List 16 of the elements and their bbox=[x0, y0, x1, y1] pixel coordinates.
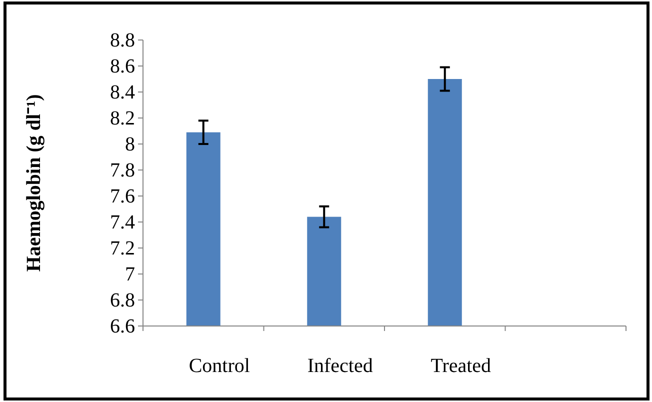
x-tick-label: Infected bbox=[307, 355, 373, 377]
y-tick-label: 8.8 bbox=[110, 29, 135, 52]
x-tick-label: Treated bbox=[430, 355, 492, 377]
y-tick-label: 7.6 bbox=[110, 185, 135, 208]
y-tick-label: 8 bbox=[125, 133, 135, 156]
y-tick-label: 7.4 bbox=[110, 211, 135, 234]
x-tick-label: Control bbox=[188, 355, 250, 377]
y-tick-label: 8.6 bbox=[110, 55, 135, 78]
y-tick-label: 7.8 bbox=[110, 159, 135, 182]
y-axis-title: Haemoglobin (g dl⁻¹) bbox=[23, 94, 45, 272]
y-tick-label: 7.2 bbox=[110, 237, 135, 260]
y-tick-label: 8.4 bbox=[110, 81, 135, 104]
y-tick-label: 8.2 bbox=[110, 107, 135, 130]
y-tick-label: 7 bbox=[125, 263, 135, 286]
y-tick-label: 6.6 bbox=[110, 315, 135, 338]
y-tick-label: 6.8 bbox=[110, 289, 135, 312]
